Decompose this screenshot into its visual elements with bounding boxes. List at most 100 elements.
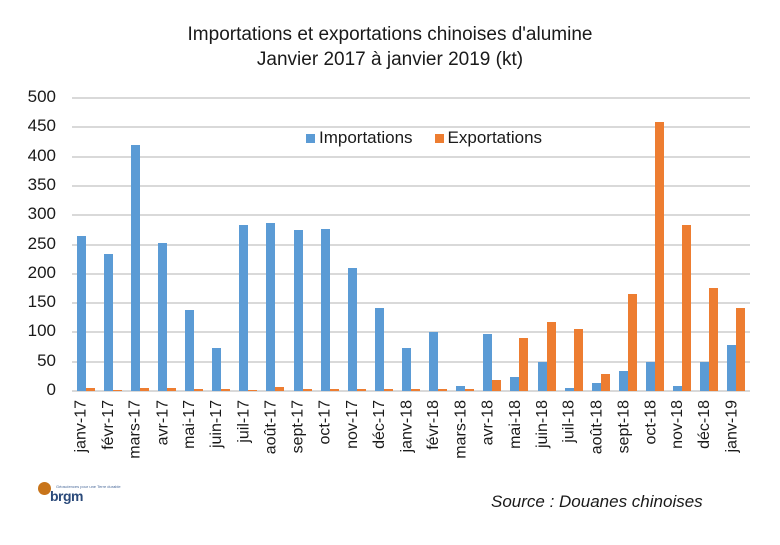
bar-importations [130,144,140,391]
brgm-logo: Géosciences pour une Terre durable brgm [38,482,121,506]
bar-importations [185,309,195,391]
bar-importations [537,362,547,391]
bar-importations [700,362,710,391]
x-tick-label: janv-18 [398,400,421,480]
gridline [72,360,750,363]
x-tick-text: févr-18 [425,400,443,450]
x-tick-text: janv-17 [72,400,90,453]
bar-importations [212,348,222,391]
x-tick-label: juin-17 [208,400,231,480]
chart-title-line1: Importations et exportations chinoises d… [187,24,593,45]
x-tick-label: juin-18 [533,400,557,480]
bar-importations [456,385,466,391]
bar-importations [618,371,628,391]
legend-item-importations: Importations [306,128,413,148]
x-tick-label: janv-19 [723,400,746,480]
bar-importations [591,382,601,391]
bar-importations [347,267,357,391]
bar-importations [76,235,86,391]
bar-exportations [139,388,149,391]
bar-exportations [329,389,339,391]
gridline [72,126,750,129]
y-tick-label: 250 [27,233,56,253]
x-tick-text: oct-18 [642,400,660,445]
x-tick-text: juin-18 [533,400,551,449]
x-tick-label: nov-17 [343,400,367,480]
gridline [72,243,750,246]
legend: Importations Exportations [306,128,542,148]
bar-exportations [465,389,475,391]
x-tick-label: août-17 [262,400,285,480]
x-tick-text: sept-17 [289,400,307,454]
x-tick-text: avr-18 [479,400,497,446]
bar-importations [510,376,520,391]
x-tick-text: janv-19 [723,400,741,453]
legend-label-exportations: Exportations [447,128,543,147]
x-tick-label: août-18 [587,400,611,480]
x-tick-text: août-18 [587,400,605,455]
gridline [72,155,750,158]
gridline [72,214,750,217]
bar-exportations [194,389,204,391]
brgm-tagline: Géosciences pour une Terre durable [56,484,121,489]
y-tick-label: 300 [27,204,56,224]
bar-exportations [709,287,719,391]
bar-importations [673,385,683,391]
x-tick-label: janv-17 [72,400,96,480]
bar-exportations [411,389,420,391]
x-tick-label: avr-18 [479,400,502,480]
x-tick-label: sept-18 [615,400,638,480]
gridline [72,331,750,334]
bar-importations [320,228,330,391]
y-tick-label: 50 [37,350,56,370]
x-tick-label: juil-18 [560,400,584,480]
y-tick-label: 350 [27,174,56,194]
bar-exportations [166,388,176,391]
bar-importations [646,362,656,391]
brgm-logo-text: brgm [50,488,84,504]
x-tick-label: avr-17 [153,400,177,480]
x-tick-text: déc-18 [696,400,714,449]
y-tick-label: 500 [27,87,56,106]
x-tick-text: déc-17 [370,400,388,449]
bar-exportations [248,390,258,391]
chart-title: Importations et exportations chinoises d… [0,22,780,72]
bar-importations [103,253,113,391]
x-tick-label: mars-18 [452,400,475,480]
x-tick-label: oct-18 [642,400,665,480]
x-tick-text: mars-18 [452,400,470,459]
bar-importations [239,224,249,391]
x-tick-label: mai-18 [506,400,529,480]
bar-exportations [275,386,285,391]
y-tick-label: 100 [27,321,56,341]
importations-swatch-icon [306,133,315,143]
gridline [72,97,750,99]
x-tick-label: mars-17 [126,400,150,480]
bar-exportations [302,389,312,391]
bar-exportations [519,338,529,391]
x-tick-text: juil-18 [560,400,578,443]
bar-exportations [573,328,583,391]
bar-exportations [492,379,502,391]
bar-importations [402,348,411,391]
x-tick-text: août-17 [262,400,280,455]
x-tick-text: avr-17 [153,400,171,446]
x-tick-text: nov-17 [343,400,361,449]
x-tick-label: juil-17 [235,400,258,480]
bar-exportations [600,374,610,391]
x-tick-text: juil-17 [235,400,253,443]
gridline [72,302,750,305]
x-tick-text: juin-17 [208,400,226,449]
x-tick-label: févr-17 [100,400,123,480]
bar-importations [727,344,737,391]
legend-item-exportations: Exportations [434,128,543,148]
bar-exportations [655,122,665,391]
y-tick-label: 450 [27,116,56,136]
x-tick-text: oct-17 [316,400,334,445]
y-tick-label: 200 [27,262,56,282]
x-tick-label: févr-18 [425,400,448,480]
exportations-swatch-icon [434,133,444,143]
bar-exportations [627,294,637,391]
x-tick-text: mars-17 [126,400,144,459]
x-tick-label: déc-18 [696,400,719,480]
